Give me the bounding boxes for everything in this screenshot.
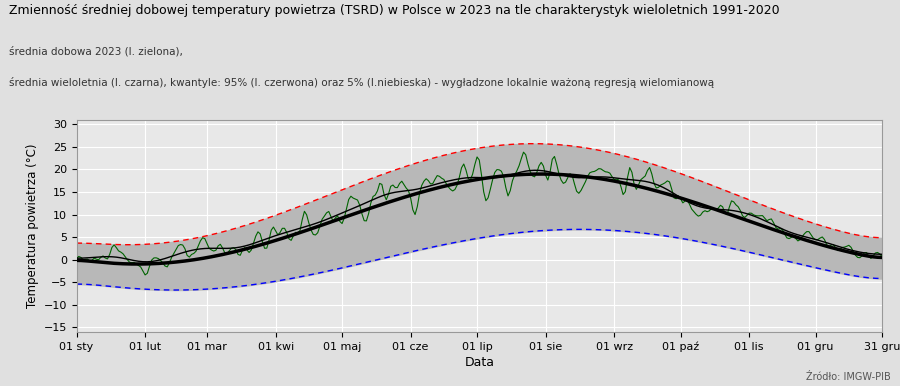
Text: Źródło: IMGW-PIB: Źródło: IMGW-PIB (806, 372, 891, 382)
X-axis label: Data: Data (464, 356, 494, 369)
Text: średnia wieloletnia (l. czarna), kwantyle: 95% (l. czerwona) oraz 5% (l.niebiesk: średnia wieloletnia (l. czarna), kwantyl… (9, 77, 714, 88)
Y-axis label: Temperatura powietrza (°C): Temperatura powietrza (°C) (26, 144, 40, 308)
Text: średnia dobowa 2023 (l. zielona),: średnia dobowa 2023 (l. zielona), (9, 46, 183, 57)
Text: Zmienność średniej dobowej temperatury powietrza (TSRD) w Polsce w 2023 na tle c: Zmienność średniej dobowej temperatury p… (9, 4, 779, 17)
